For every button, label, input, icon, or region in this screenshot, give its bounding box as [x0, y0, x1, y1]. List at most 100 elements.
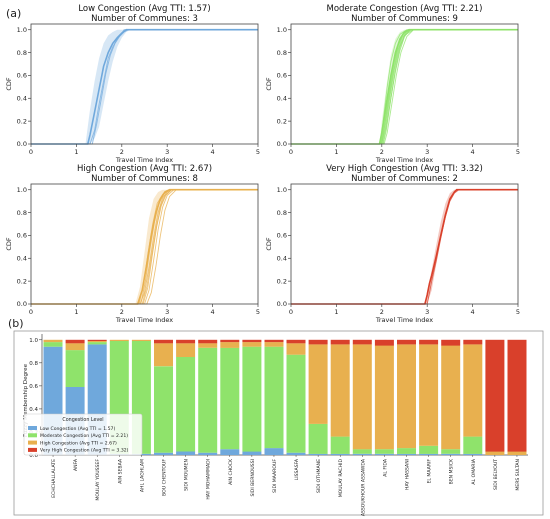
y-tick-label: 0.0 — [17, 140, 27, 148]
legend-swatch — [28, 426, 37, 430]
bar-segment — [286, 343, 306, 355]
y-tick-label: 1.0 — [277, 186, 287, 194]
bar-segment — [308, 339, 328, 345]
bar-segment — [352, 449, 372, 454]
bar-segment — [374, 339, 394, 346]
subplot-title: Low Congestion (Avg TTI: 1.57) — [78, 4, 210, 14]
bar-segment — [507, 451, 527, 455]
bar-segment — [220, 342, 240, 348]
category-label: MERS SULTAN — [515, 459, 521, 491]
bar-segment — [264, 448, 284, 455]
bar-segment — [463, 436, 483, 454]
bar-segment — [463, 344, 483, 437]
bar-segment — [485, 339, 505, 452]
cdf-series-line — [291, 29, 518, 145]
legend-swatch — [28, 440, 37, 445]
bar-segment — [220, 339, 240, 343]
bar-segment — [198, 347, 218, 453]
legend-entry: Low Congestion (Avg TTI = 1.57) — [40, 426, 115, 432]
bar-segment — [154, 343, 173, 367]
bar-segment — [330, 344, 350, 437]
bar-segment — [264, 339, 284, 343]
bar-segment — [198, 343, 218, 348]
category-label: AIN SEBAA — [117, 458, 123, 484]
category-label: HAY HASSANI — [405, 459, 411, 490]
bar-segment — [397, 339, 416, 345]
y-tick-label: 0.8 — [17, 209, 27, 217]
bar-segment — [242, 346, 262, 452]
bar-segment — [330, 339, 350, 345]
subplot-frame — [30, 23, 259, 145]
category-label: HAY MOHAMMADI — [206, 459, 212, 500]
bar-segment — [220, 449, 240, 455]
category-label: AHL LAGHLAM — [139, 459, 145, 492]
bar-segment — [463, 339, 483, 345]
bar-segment — [286, 452, 306, 455]
cdf-series-line — [291, 29, 518, 145]
bar-segment — [264, 342, 284, 347]
subplot-frame — [30, 183, 259, 305]
panel-b-frame — [13, 330, 544, 516]
category-label: ASSOUKHOUR ASSAWDA — [360, 458, 366, 516]
y-tick-label: 0.4 — [277, 254, 287, 262]
x-axis-label: Travel Time Index — [115, 156, 173, 164]
bar-segment — [330, 453, 350, 455]
cdf-subplot-moderate: Moderate Congestion (Avg TTI: 2.21)Numbe… — [265, 4, 520, 164]
bar-segment — [308, 423, 328, 454]
bar-segment — [264, 346, 284, 449]
category-label: BOU CHENTOUF — [162, 459, 168, 496]
y-tick-label: 0.4 — [17, 254, 27, 262]
cdf-series-line — [31, 189, 258, 305]
y-axis-label: CDF — [5, 77, 13, 91]
legend: Congestion Level Low Congestion (Avg TTI … — [23, 413, 143, 456]
bar-segment — [419, 445, 439, 454]
bar-segment — [154, 339, 173, 344]
bar-segment — [109, 339, 129, 341]
cdf-series-line — [291, 28, 518, 145]
bar-segment — [220, 347, 240, 450]
x-tick-label: 3 — [425, 148, 429, 156]
bar-segment — [352, 453, 372, 455]
cdf-series-line — [291, 29, 518, 145]
legend-entry: High Congestion (Avg TTI = 2.67) — [40, 440, 117, 446]
bar-segment — [441, 339, 461, 346]
bar-segment — [397, 448, 416, 454]
bar-segment — [352, 339, 372, 345]
y-tick-label: 0.0 — [277, 140, 287, 148]
x-axis-label: Travel Time Index — [375, 156, 433, 164]
bar-segment — [308, 344, 328, 424]
bar-segment — [176, 339, 196, 344]
bar-segment — [419, 339, 439, 345]
y-tick-label: 0.8 — [17, 49, 27, 57]
bar-segment — [330, 436, 350, 454]
x-tick-label: 2 — [120, 148, 124, 156]
bar-segment — [87, 340, 107, 343]
subplot-subtitle: Number of Communes: 8 — [91, 174, 198, 184]
cdf-series-line — [291, 29, 518, 145]
bar-segment — [419, 453, 439, 455]
y-tick-label: 0.8 — [29, 361, 38, 367]
cdf-confidence-band — [135, 189, 177, 304]
bar-segment — [374, 453, 394, 455]
y-tick-label: 0.2 — [277, 277, 287, 285]
x-tick-label: 4 — [211, 308, 215, 316]
y-tick-label: 0.0 — [17, 300, 27, 308]
x-tick-label: 5 — [256, 308, 260, 316]
category-label: BEN MSICK — [449, 458, 455, 484]
x-tick-label: 1 — [334, 308, 338, 316]
bar-segment — [352, 344, 372, 450]
y-tick-label: 0.6 — [277, 232, 287, 240]
cdf-subplot-very-high: Very High Congestion (Avg TTI: 3.32)Numb… — [265, 164, 520, 324]
y-tick-label: 1.0 — [277, 26, 287, 34]
y-tick-label: 1.0 — [17, 186, 27, 194]
subplot-subtitle: Number of Communes: 9 — [351, 14, 458, 24]
y-tick-label: 0.2 — [17, 117, 27, 125]
panel-label-a: (a) — [6, 7, 21, 20]
bar-segment — [242, 451, 262, 455]
y-axis-label: CDF — [265, 237, 273, 251]
category-label: LISSASFA — [294, 458, 300, 480]
bar-segment — [176, 357, 196, 452]
bar-segment — [441, 345, 461, 450]
category-label: AIN CHOCK — [228, 458, 234, 485]
x-tick-label: 4 — [471, 308, 475, 316]
